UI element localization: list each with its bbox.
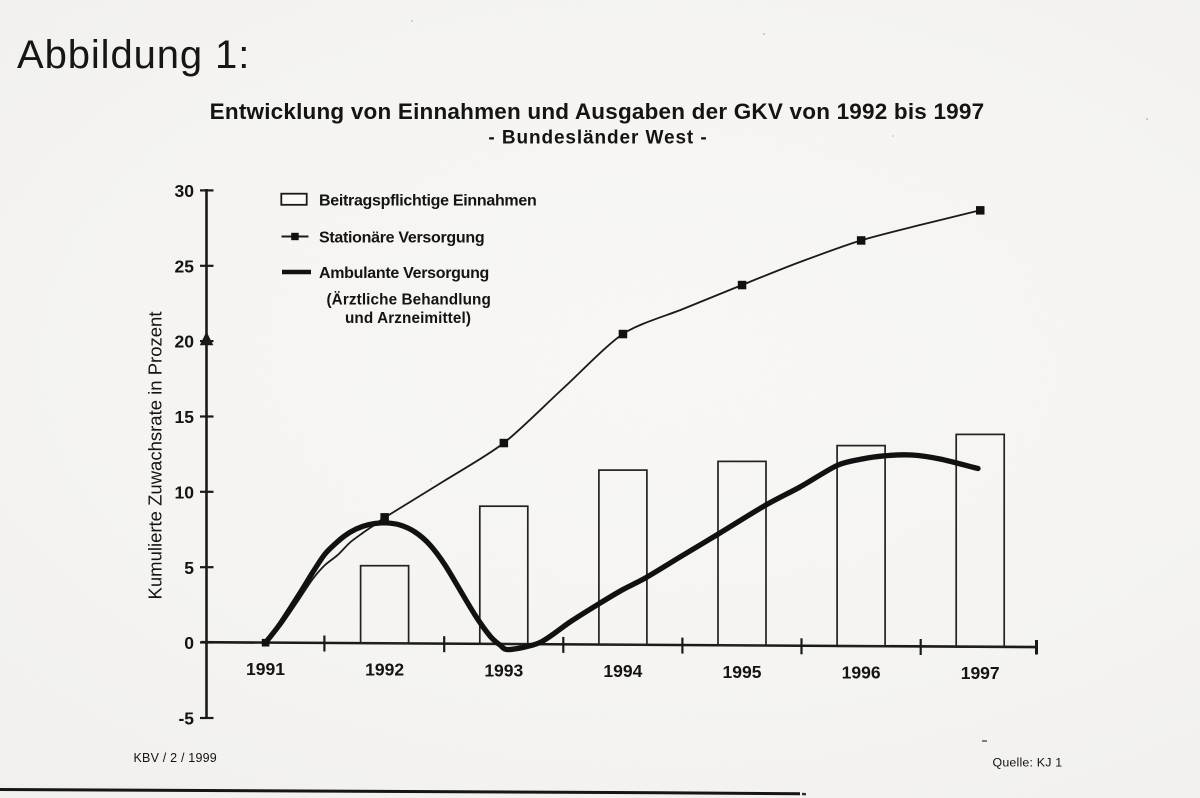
svg-text:15: 15 bbox=[175, 407, 195, 427]
svg-text:1996: 1996 bbox=[842, 663, 881, 683]
svg-text:Entwicklung von Einnahmen und: Entwicklung von Einnahmen und Ausgaben d… bbox=[210, 99, 985, 124]
svg-text:20: 20 bbox=[175, 332, 195, 352]
svg-text:-5: -5 bbox=[178, 709, 194, 729]
svg-text:Kumulierte Zuwachsrate in Proz: Kumulierte Zuwachsrate in Prozent bbox=[145, 312, 166, 600]
svg-text:KBV / 2 / 1999: KBV / 2 / 1999 bbox=[134, 751, 217, 765]
svg-text:1994: 1994 bbox=[603, 661, 642, 681]
svg-text:- Bundesländer West -: - Bundesländer West - bbox=[488, 128, 707, 149]
svg-text:1995: 1995 bbox=[723, 662, 762, 682]
svg-text:Beitragspflichtige Einnahmen: Beitragspflichtige Einnahmen bbox=[319, 193, 536, 210]
svg-text:1993: 1993 bbox=[484, 660, 523, 680]
svg-text:1997: 1997 bbox=[961, 663, 1000, 683]
svg-text:und Arzneimittel): und Arzneimittel) bbox=[345, 310, 471, 327]
svg-text:(Ärztliche Behandlung: (Ärztliche Behandlung bbox=[326, 292, 490, 309]
svg-text:30: 30 bbox=[175, 181, 195, 201]
svg-text:25: 25 bbox=[175, 256, 195, 276]
svg-text:1991: 1991 bbox=[246, 659, 285, 679]
svg-text:1992: 1992 bbox=[365, 660, 404, 680]
svg-text:0: 0 bbox=[184, 633, 194, 653]
svg-text:5: 5 bbox=[184, 558, 194, 578]
svg-text:10: 10 bbox=[175, 482, 195, 502]
svg-text:Ambulante Versorgung: Ambulante Versorgung bbox=[319, 265, 489, 282]
svg-text:Quelle: KJ 1: Quelle: KJ 1 bbox=[993, 756, 1063, 770]
svg-text:Stationäre Versorgung: Stationäre Versorgung bbox=[319, 230, 484, 247]
